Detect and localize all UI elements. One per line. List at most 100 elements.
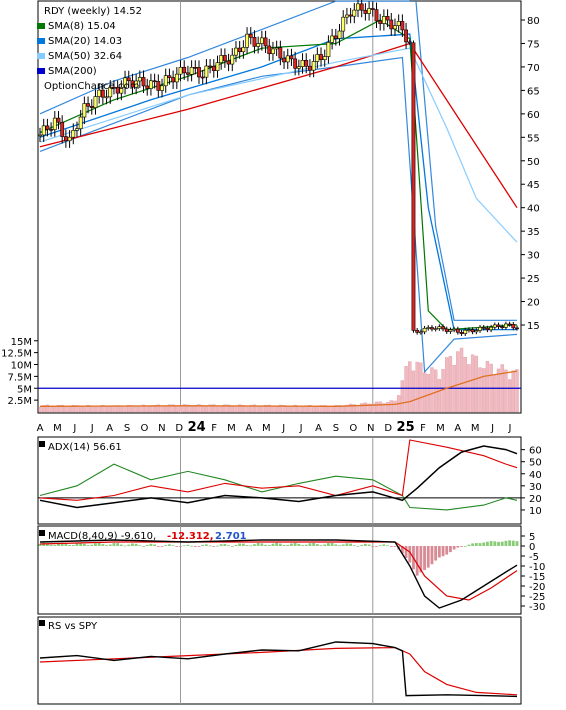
chart-panels	[37, 0, 522, 705]
candle-body	[178, 66, 183, 75]
price-tick-label: 15	[527, 321, 540, 332]
volume-bar	[378, 401, 382, 413]
macd-histogram-bar	[375, 546, 378, 547]
price-tick-label: 60	[527, 110, 540, 121]
macd-histogram-bar	[315, 544, 319, 546]
macd-histogram-bar	[101, 544, 105, 546]
volume-tick-label: 2.5M	[7, 396, 32, 407]
macd-tick-label: -15	[529, 572, 545, 583]
macd-histogram-bar	[241, 543, 245, 546]
labels: 15 20 25 30 35 40 45 50 55 60 65 70 75 80 RDY (weekly)…	[1, 6, 545, 632]
candle-body	[278, 47, 283, 59]
volume-bar	[53, 406, 57, 413]
volume-bar	[208, 404, 212, 413]
candle-body	[245, 33, 249, 48]
volume-bar	[456, 351, 460, 413]
volume-tick-label: 12.5M	[1, 349, 32, 360]
candle-body	[104, 96, 109, 99]
x-axis-label: J	[490, 423, 494, 434]
volume-bar	[348, 403, 353, 413]
volume-bar	[411, 370, 416, 413]
volume-bar	[359, 403, 364, 413]
candle-body	[41, 125, 46, 136]
macd-histogram-bar	[216, 545, 219, 547]
volume-bar	[482, 368, 486, 413]
volume-bar	[286, 406, 290, 413]
price-tick-label: 25	[527, 274, 540, 285]
volume-tick-label: 10M	[11, 361, 32, 372]
candle-body	[289, 55, 294, 60]
macd-histogram-bar	[212, 546, 216, 547]
macd-histogram-bar	[304, 544, 308, 546]
x-axis-label: M	[53, 423, 62, 434]
macd-histogram-bar	[282, 544, 286, 546]
macd-histogram-bar	[386, 545, 389, 547]
macd-histogram-bar	[168, 544, 171, 546]
volume-average-line	[39, 370, 518, 407]
x-axis-label: S	[333, 423, 339, 434]
candle-body	[211, 65, 216, 71]
x-axis-label: J	[90, 423, 94, 434]
volume-bar	[426, 373, 430, 413]
x-axis-label: A	[315, 423, 322, 434]
macd-histogram-bar	[500, 541, 504, 546]
candle-body	[407, 41, 412, 44]
candle-body	[481, 327, 486, 329]
volume-bar	[189, 406, 194, 413]
volume-bar	[493, 374, 497, 413]
volume-bar	[71, 404, 75, 413]
volume-bar	[463, 356, 467, 413]
price-tick-label: 65	[527, 86, 540, 97]
candle-body	[56, 117, 61, 123]
candle-body	[108, 86, 113, 98]
macd-histogram-bar	[330, 543, 334, 546]
macd-histogram-bar	[145, 544, 149, 546]
macd-histogram-bar	[86, 545, 90, 546]
x-axis-label: A	[245, 423, 252, 434]
candle-body	[141, 77, 146, 87]
volume-bar	[138, 405, 142, 413]
volume-bar	[496, 368, 501, 413]
macd-line	[39, 539, 518, 609]
volume-bar	[175, 405, 179, 413]
candle-body	[63, 136, 68, 142]
candle-body	[352, 9, 357, 17]
candle-body	[215, 62, 220, 71]
macd-histogram-bar	[53, 545, 57, 546]
macd-histogram-bar	[223, 544, 227, 546]
candle-body	[415, 330, 420, 333]
volume-bar	[167, 404, 172, 413]
x-axis-label: A	[37, 423, 44, 434]
volume-bar	[219, 405, 223, 413]
volume-bar	[278, 404, 283, 413]
legend-label: SMA(50) 32.64	[48, 51, 122, 62]
legend-swatch	[37, 68, 45, 74]
volume-bar	[204, 406, 209, 413]
candle-body	[115, 87, 120, 94]
candle-body	[145, 85, 150, 89]
candle-body	[437, 326, 442, 329]
volume-bar	[152, 405, 157, 413]
macd-histogram-bar	[419, 546, 423, 573]
legend-label: SMA(8) 15.04	[48, 21, 116, 32]
macd-histogram-bar	[382, 544, 386, 546]
candle-body	[112, 86, 116, 89]
candle-body	[470, 329, 475, 333]
volume-bar	[433, 369, 438, 413]
candle-body	[186, 72, 190, 75]
macd-histogram-bar	[360, 544, 364, 546]
candle-body	[241, 46, 246, 53]
candle-body	[459, 331, 464, 334]
volume-bar	[141, 404, 146, 413]
candle-body	[515, 327, 519, 330]
x-axis-label: M	[436, 423, 445, 434]
candle-body	[204, 65, 209, 78]
macd-histogram-bar	[319, 545, 323, 546]
macd-histogram-bar	[112, 543, 116, 546]
x-axis-label: J	[299, 423, 303, 434]
macd-histogram-bar	[68, 544, 71, 546]
candle-body	[174, 73, 179, 83]
x-axis-label: M	[471, 423, 480, 434]
volume-tick-label: 7.5M	[7, 372, 32, 383]
macd-histogram-bar	[486, 541, 489, 546]
